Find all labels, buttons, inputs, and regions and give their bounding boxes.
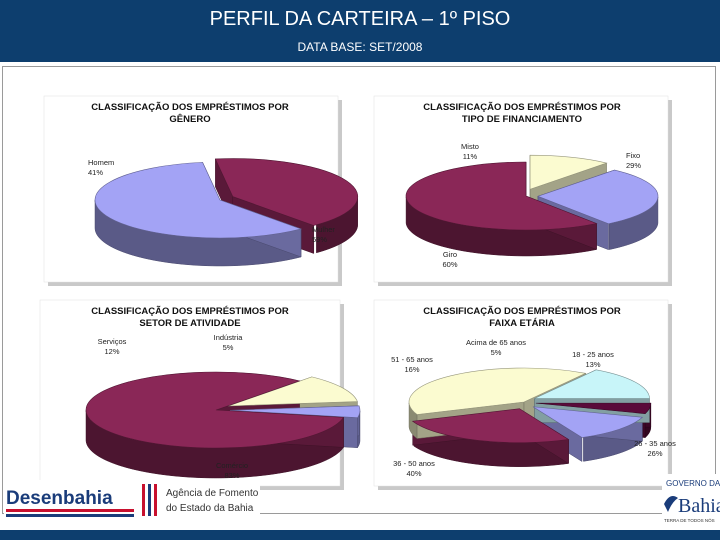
slice-label-value-51-65-anos: 16% bbox=[404, 365, 419, 374]
slice-label-name-misto: Misto bbox=[461, 142, 479, 151]
chart-title-line-1: CLASSIFICAÇÃO DOS EMPRÉSTIMOS POR bbox=[423, 306, 621, 317]
bahia-flag-icon bbox=[664, 496, 678, 512]
pie-slice-36-50-anos bbox=[408, 367, 587, 415]
desenbahia-caption-line2: do Estado da Bahia bbox=[166, 503, 254, 514]
chart-title-line-2: GÊNERO bbox=[169, 113, 210, 125]
slice-label-name-giro: Giro bbox=[443, 250, 457, 259]
bahia-logo-graphic: GOVERNO DA Bahia TERRA DE TODOS NÓS bbox=[664, 479, 720, 523]
slice-label-name-51-65-anos: 51 - 65 anos bbox=[391, 355, 433, 364]
bahia-government-logo: GOVERNO DA Bahia TERRA DE TODOS NÓS bbox=[662, 474, 720, 524]
pie-slice-acima-de-65-anos bbox=[535, 402, 652, 414]
pie-slice-giro bbox=[405, 161, 598, 231]
desenbahia-caption-line1: Agência de Fomento bbox=[166, 488, 259, 499]
pie-slice-18-25-anos bbox=[532, 406, 644, 438]
pie-slice-ind-stria bbox=[229, 405, 361, 419]
pie-slice-com-rcio bbox=[85, 371, 345, 449]
bahia-logo-tagline: TERRA DE TODOS NÓS bbox=[664, 517, 715, 523]
slice-label-name-com-rcio: Comércio bbox=[216, 461, 248, 470]
bahia-logo-top-text: GOVERNO DA bbox=[666, 479, 720, 488]
logo-mark-bar-3 bbox=[154, 484, 157, 516]
logo-blue-stripe bbox=[6, 514, 134, 517]
logo-mark-bar-1 bbox=[142, 484, 145, 516]
slice-label-name-servi-os: Serviços bbox=[98, 337, 127, 346]
slice-label-name-36-50-anos: 36 - 50 anos bbox=[393, 459, 435, 468]
slice-label-value-ind-stria: 5% bbox=[223, 343, 234, 352]
slice-label-name-ind-stria: Indústria bbox=[214, 333, 244, 342]
slice-label-value-36-50-anos: 40% bbox=[406, 469, 421, 478]
slice-label-value-homem: 41% bbox=[88, 168, 103, 177]
pie-slice-mulher bbox=[94, 162, 303, 239]
slice-label-name-18-25-anos: 18 - 25 anos bbox=[572, 350, 614, 359]
pie-slice-homem bbox=[214, 158, 359, 226]
slide-title: PERFIL DA CARTEIRA – 1º PISO bbox=[209, 8, 511, 30]
desenbahia-logo-text: Desenbahia bbox=[6, 488, 113, 509]
logo-red-stripe bbox=[6, 509, 134, 512]
slice-label-value-mulher: 59% bbox=[312, 235, 327, 244]
chart-title-line-2: TIPO DE FINANCIAMENTO bbox=[462, 114, 582, 125]
desenbahia-logo-graphic: Desenbahia Agência de Fomento do Estado … bbox=[6, 484, 259, 517]
pie-slice-51-65-anos bbox=[534, 369, 650, 399]
pie-slice-servi-os bbox=[228, 376, 358, 407]
slice-label-value-18-25-anos: 13% bbox=[585, 360, 600, 369]
slide-subtitle: DATA BASE: SET/2008 bbox=[297, 40, 423, 54]
pie-slice-misto bbox=[529, 154, 608, 190]
slice-label-value-acima-de-65-anos: 5% bbox=[491, 348, 502, 357]
slice-label-value-26-35-anos: 26% bbox=[647, 449, 662, 458]
bahia-logo-name: Bahia bbox=[678, 495, 720, 517]
slide-footer-bar bbox=[0, 530, 720, 540]
slice-label-name-26-35-anos: 26 - 35 anos bbox=[634, 439, 676, 448]
slice-label-name-mulher: Mulher bbox=[312, 225, 335, 234]
slice-label-value-servi-os: 12% bbox=[104, 347, 119, 356]
chart-title-line-1: CLASSIFICAÇÃO DOS EMPRÉSTIMOS POR bbox=[91, 102, 289, 113]
slice-label-name-fixo: Fixo bbox=[626, 151, 640, 160]
desenbahia-logo: Desenbahia Agência de Fomento do Estado … bbox=[4, 480, 260, 520]
logo-mark-bar-2 bbox=[148, 484, 151, 516]
slice-label-name-acima-de-65-anos: Acima de 65 anos bbox=[466, 338, 526, 347]
slide-header: PERFIL DA CARTEIRA – 1º PISO DATA BASE: … bbox=[0, 0, 720, 62]
pie-slice-fixo bbox=[537, 169, 659, 225]
chart-title-line-1: CLASSIFICAÇÃO DOS EMPRÉSTIMOS POR bbox=[423, 102, 621, 113]
slice-label-value-fixo: 29% bbox=[626, 161, 641, 170]
pie-slice-26-35-anos bbox=[411, 408, 570, 443]
chart-title-line-2: FAIXA ETÁRIA bbox=[489, 318, 555, 329]
chart-title-line-2: SETOR DE ATIVIDADE bbox=[139, 318, 240, 329]
chart-title-line-1: CLASSIFICAÇÃO DOS EMPRÉSTIMOS POR bbox=[91, 306, 289, 317]
slice-label-value-com-rcio: 83% bbox=[224, 471, 239, 480]
slice-label-name-homem: Homem bbox=[88, 158, 114, 167]
slice-label-value-misto: 11% bbox=[463, 152, 478, 161]
slice-label-value-giro: 60% bbox=[442, 260, 457, 269]
